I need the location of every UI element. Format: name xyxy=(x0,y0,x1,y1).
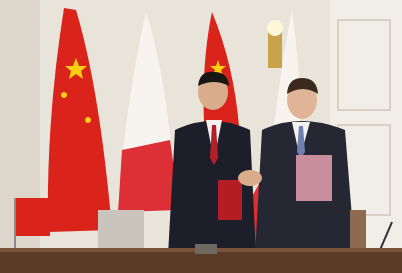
desk-object xyxy=(98,210,144,250)
desk-flag xyxy=(16,198,50,236)
desk-item xyxy=(195,244,217,254)
photo xyxy=(0,0,402,273)
chair xyxy=(350,210,366,250)
flag-star xyxy=(61,92,67,98)
folder-pink xyxy=(296,155,332,201)
folder-red xyxy=(218,180,242,220)
flag-star xyxy=(85,117,91,123)
lamp-light xyxy=(267,20,283,36)
handshake xyxy=(238,170,262,186)
flag-poland-red xyxy=(118,140,178,212)
desk-flag-pole xyxy=(14,198,16,248)
page xyxy=(0,0,402,273)
